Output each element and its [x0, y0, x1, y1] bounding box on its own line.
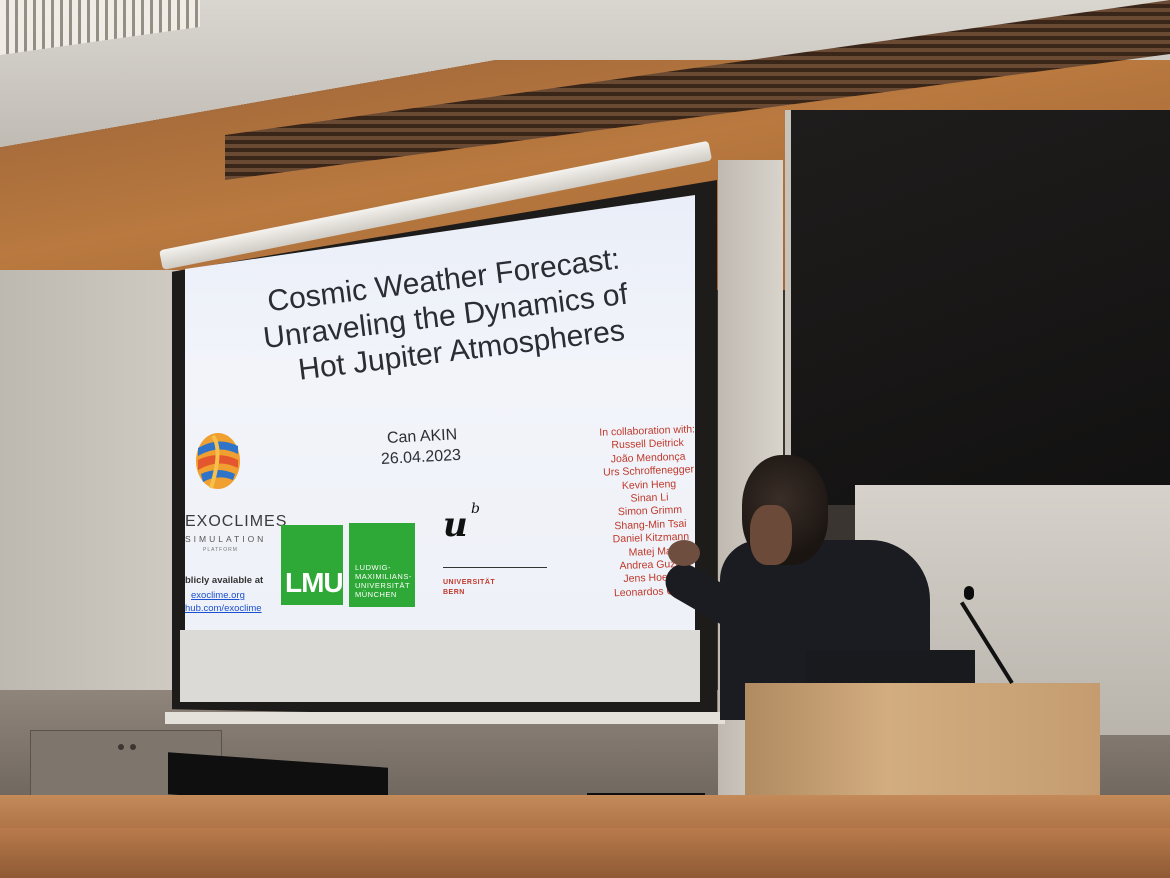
desk-row — [0, 828, 1170, 878]
github-link: hub.com/exoclime — [185, 603, 262, 614]
lmu-text-line: MAXIMILIANS- — [355, 572, 412, 581]
microphone-icon — [964, 586, 974, 600]
unibe-logo: u b UNIVERSITÄT BERN — [443, 501, 553, 605]
divider — [443, 567, 547, 568]
cabinet-knob — [130, 744, 136, 750]
presentation-slide: Cosmic Weather Forecast: Unraveling the … — [185, 195, 695, 630]
unibe-superscript: b — [471, 501, 480, 517]
availability-text: blicly available at — [185, 575, 264, 586]
lmu-letters: LMU — [285, 567, 344, 598]
exoclime-site-link: exoclime.org — [191, 590, 245, 601]
cabinet-knob — [118, 744, 124, 750]
lmu-text-line: LUDWIG- — [355, 563, 391, 572]
presentation-date: 26.04.2023 — [380, 446, 462, 468]
blackboard — [785, 110, 1170, 505]
unibe-mark: u — [443, 505, 468, 545]
screen-bottom-bar — [165, 712, 725, 724]
presenter-hand — [668, 540, 700, 566]
left-wall — [0, 270, 180, 700]
exoclimes-wordmark: EXOCLIMES — [185, 513, 288, 530]
laptop — [805, 650, 975, 688]
presenter-name: Can AKIN — [386, 426, 458, 447]
lmu-logo-text-box — [349, 523, 415, 607]
presenter-face — [750, 505, 792, 565]
exoclimes-platform: PLATFORM — [203, 547, 238, 553]
lmu-logo-box — [281, 525, 343, 605]
screen-lower-area — [180, 630, 700, 702]
exoclimes-globe-icon — [196, 433, 240, 489]
lmu-text-line: MÜNCHEN — [355, 590, 397, 599]
exoclimes-subtitle: SIMULATION — [185, 534, 267, 544]
lmu-text-line: UNIVERSITÄT — [355, 581, 411, 590]
unibe-text: BERN — [443, 589, 465, 596]
unibe-text: UNIVERSITÄT — [443, 579, 496, 586]
lmu-logo: LMU LUDWIG- MAXIMILIANS- UNIVERSITÄT MÜN… — [281, 523, 419, 607]
